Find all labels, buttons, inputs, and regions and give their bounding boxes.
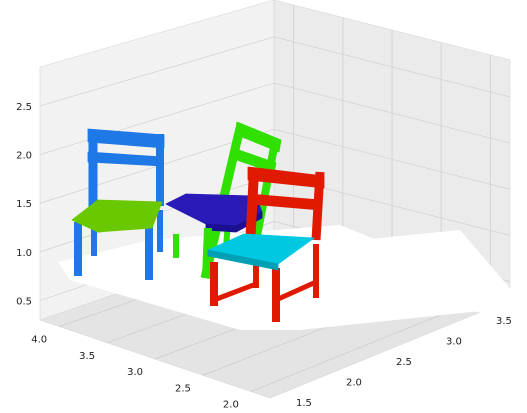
green-chair-top-rail [234,121,282,153]
red-chair-top-rail [247,166,325,189]
red-chair-mid-rail [249,193,321,211]
green-chair-front-leg [202,227,212,279]
x-tick-label: 3.5 [496,316,512,327]
grid-line-z [39,36,511,107]
red-chair-stretcher [274,279,318,303]
chairs-voxel-group [71,121,325,322]
z-tick-label: 1.5 [16,199,32,210]
floor-cloud [330,270,515,318]
floor-point-cloud [58,225,520,330]
blue-chair-mid-rail [87,151,164,167]
y-tick-label: 2.0 [223,400,239,411]
y-tick-label: 2.5 [175,383,191,394]
floor-cloud [300,230,520,312]
blue-chair-top-rail [87,128,165,149]
red-chair-back-post [245,171,259,247]
red-chair-seat-edge [207,249,279,271]
red-chair-stretcher [213,281,257,303]
grid-line-z [39,82,511,155]
x-tick-label: 3.0 [446,337,462,348]
z-tick-label: 2.5 [16,102,32,113]
z-tick-label: 1.0 [16,248,32,259]
grid-line-z [39,128,511,204]
blue-chair-seat [71,199,163,233]
z-tick-label: 0.5 [16,297,32,308]
z-tick-label: 2.0 [16,151,32,162]
x-tick-label: 2.5 [396,357,412,368]
y-tick-label: 3.5 [79,351,95,362]
x-tick-label: 1.5 [296,398,312,409]
y-tick-label: 4.0 [31,335,47,346]
x-tick-label: 2.0 [346,377,362,388]
y-tick-label: 3.0 [127,367,143,378]
tick-labels: 0.5 1.0 1.5 2.0 2.5 2.0 2.5 3.0 3.5 4.0 1.5 2.0 2.5 3… [16,102,512,411]
